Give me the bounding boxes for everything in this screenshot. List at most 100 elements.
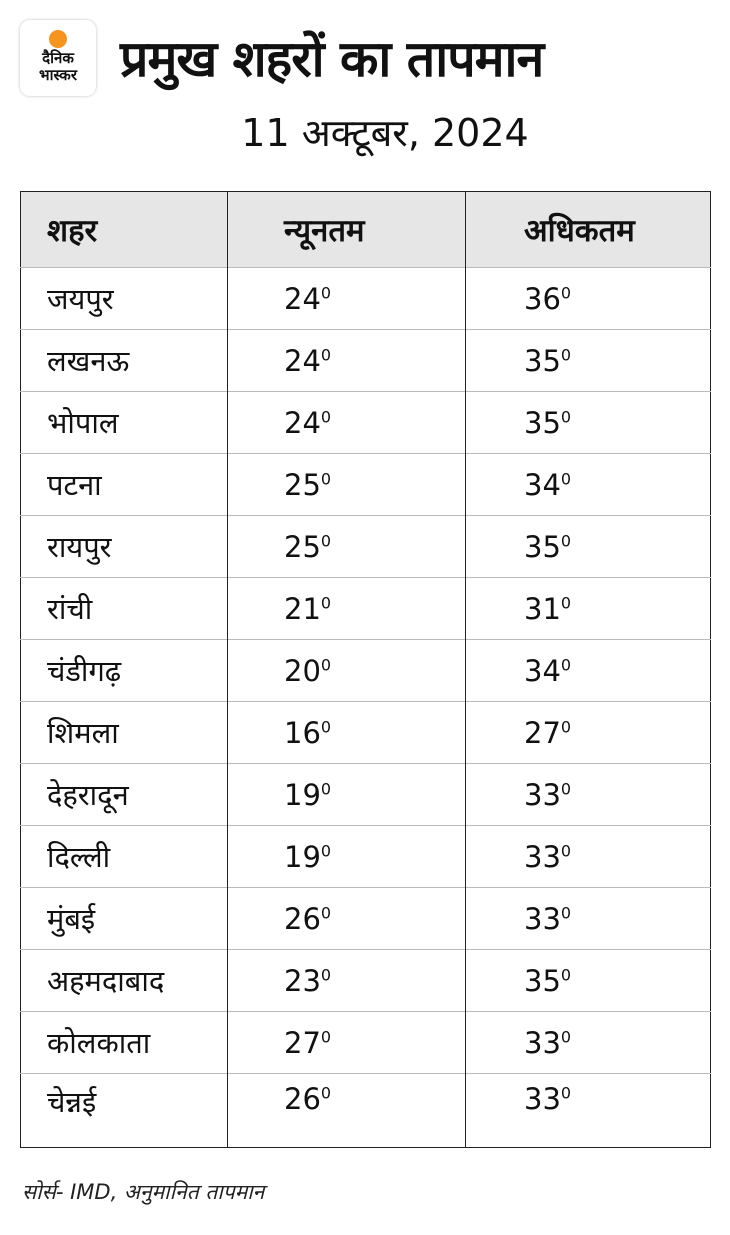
max-temp: 33: [524, 901, 561, 936]
city-cell: अहमदाबाद: [20, 949, 228, 1012]
logo-line-2: भास्कर: [39, 66, 77, 84]
min-temp: 26: [284, 1082, 321, 1116]
table-row: देहरादून 190 330: [20, 763, 711, 826]
table-row: चंडीगढ़ 200 340: [20, 639, 711, 702]
table-row: चेन्नई 26 0 330: [20, 1073, 711, 1148]
min-temp-cell: 190: [227, 763, 466, 826]
max-temp-cell: 340: [465, 639, 711, 702]
table-row: रायपुर 250 350: [20, 515, 711, 578]
table-row: भोपाल 240 350: [20, 391, 711, 454]
degree-mark: 0: [560, 530, 572, 550]
max-temp-cell: 350: [465, 515, 711, 578]
degree-mark: 0: [320, 530, 332, 550]
city-cell: पटना: [20, 453, 228, 516]
logo-line-1: दैनिक: [42, 49, 74, 67]
city-name: लखनऊ: [47, 344, 130, 378]
degree-mark: 0: [320, 654, 332, 674]
city-name: दिल्ली: [47, 840, 111, 874]
min-temp-cell: 230: [227, 949, 466, 1012]
city-name: कोलकाता: [47, 1026, 151, 1060]
city-name: अहमदाबाद: [47, 964, 165, 998]
min-temp-cell: 270: [227, 1011, 466, 1074]
max-temp-cell: 340: [465, 453, 711, 516]
header-min: न्यूनतम: [227, 191, 466, 268]
source-note: सोर्स- IMD, अनुमानित तापमान: [22, 1180, 265, 1204]
max-temp-cell: 350: [465, 391, 711, 454]
table-row: दिल्ली 190 330: [20, 825, 711, 888]
max-temp-cell: 310: [465, 577, 711, 640]
degree-mark: 0: [560, 778, 572, 798]
city-cell: भोपाल: [20, 391, 228, 454]
city-name: रांची: [47, 592, 93, 626]
min-temp: 25: [284, 529, 321, 564]
degree-mark: 0: [320, 468, 332, 488]
header-city: शहर: [20, 191, 228, 268]
city-cell: मुंबई: [20, 887, 228, 950]
degree-mark: 0: [560, 468, 572, 488]
max-temp-cell: 330: [465, 887, 711, 950]
degree-mark: 0: [560, 1083, 572, 1103]
max-temp: 31: [524, 591, 561, 626]
min-temp-cell: 240: [227, 329, 466, 392]
max-temp-cell: 350: [465, 949, 711, 1012]
min-temp-cell: 210: [227, 577, 466, 640]
min-temp-cell: 240: [227, 267, 466, 330]
city-cell: कोलकाता: [20, 1011, 228, 1074]
city-cell: चंडीगढ़: [20, 639, 228, 702]
max-temp: 36: [524, 281, 561, 316]
degree-mark: 0: [560, 592, 572, 612]
degree-mark: 0: [560, 964, 572, 984]
degree-mark: 0: [560, 654, 572, 674]
table-row: कोलकाता 270 330: [20, 1011, 711, 1074]
min-temp-cell: 250: [227, 515, 466, 578]
city-name: पटना: [47, 468, 102, 502]
city-name: चंडीगढ़: [47, 654, 122, 688]
degree-mark: 0: [320, 406, 332, 426]
max-temp-cell: 330: [465, 1073, 711, 1148]
degree-mark: 0: [320, 964, 332, 984]
max-temp: 33: [524, 777, 561, 812]
max-temp: 35: [524, 529, 561, 564]
degree-mark: 0: [560, 406, 572, 426]
min-temp-cell: 160: [227, 701, 466, 764]
table-row: अहमदाबाद 230 350: [20, 949, 711, 1012]
max-temp: 35: [524, 963, 561, 998]
min-temp: 24: [284, 343, 321, 378]
city-cell: चेन्नई: [20, 1073, 228, 1148]
city-name: देहरादून: [47, 778, 129, 812]
city-name: मुंबई: [47, 902, 96, 936]
table-row: रांची 210 310: [20, 577, 711, 640]
degree-mark: 0: [560, 344, 572, 364]
table-header-row: शहर न्यूनतम अधिकतम: [20, 191, 711, 268]
city-name: चेन्नई: [47, 1085, 97, 1119]
degree-mark: 0: [320, 778, 332, 798]
min-temp: 27: [284, 1025, 321, 1060]
degree-mark: 0: [560, 716, 572, 736]
degree-mark: 0: [320, 1026, 332, 1046]
min-temp: 19: [284, 777, 321, 812]
table-row: शिमला 160 270: [20, 701, 711, 764]
max-temp-cell: 360: [465, 267, 711, 330]
max-temp-cell: 270: [465, 701, 711, 764]
degree-mark: 0: [320, 902, 332, 922]
sun-icon: [49, 30, 67, 48]
min-temp: 21: [284, 591, 321, 626]
city-name: भोपाल: [47, 406, 119, 440]
max-temp: 34: [524, 653, 561, 688]
header-max: अधिकतम: [465, 191, 711, 268]
table-row: लखनऊ 240 350: [20, 329, 711, 392]
min-temp: 19: [284, 839, 321, 874]
degree-mark: 0: [320, 282, 332, 302]
city-cell: रायपुर: [20, 515, 228, 578]
min-temp-cell: 240: [227, 391, 466, 454]
min-temp: 24: [284, 405, 321, 440]
max-temp: 35: [524, 405, 561, 440]
max-temp: 34: [524, 467, 561, 502]
degree-mark: 0: [560, 902, 572, 922]
degree-mark: 0: [560, 1026, 572, 1046]
min-temp: 25: [284, 467, 321, 502]
max-temp: 33: [524, 839, 561, 874]
degree-mark: 0: [560, 840, 572, 860]
min-temp-cell: 200: [227, 639, 466, 702]
max-temp-cell: 350: [465, 329, 711, 392]
